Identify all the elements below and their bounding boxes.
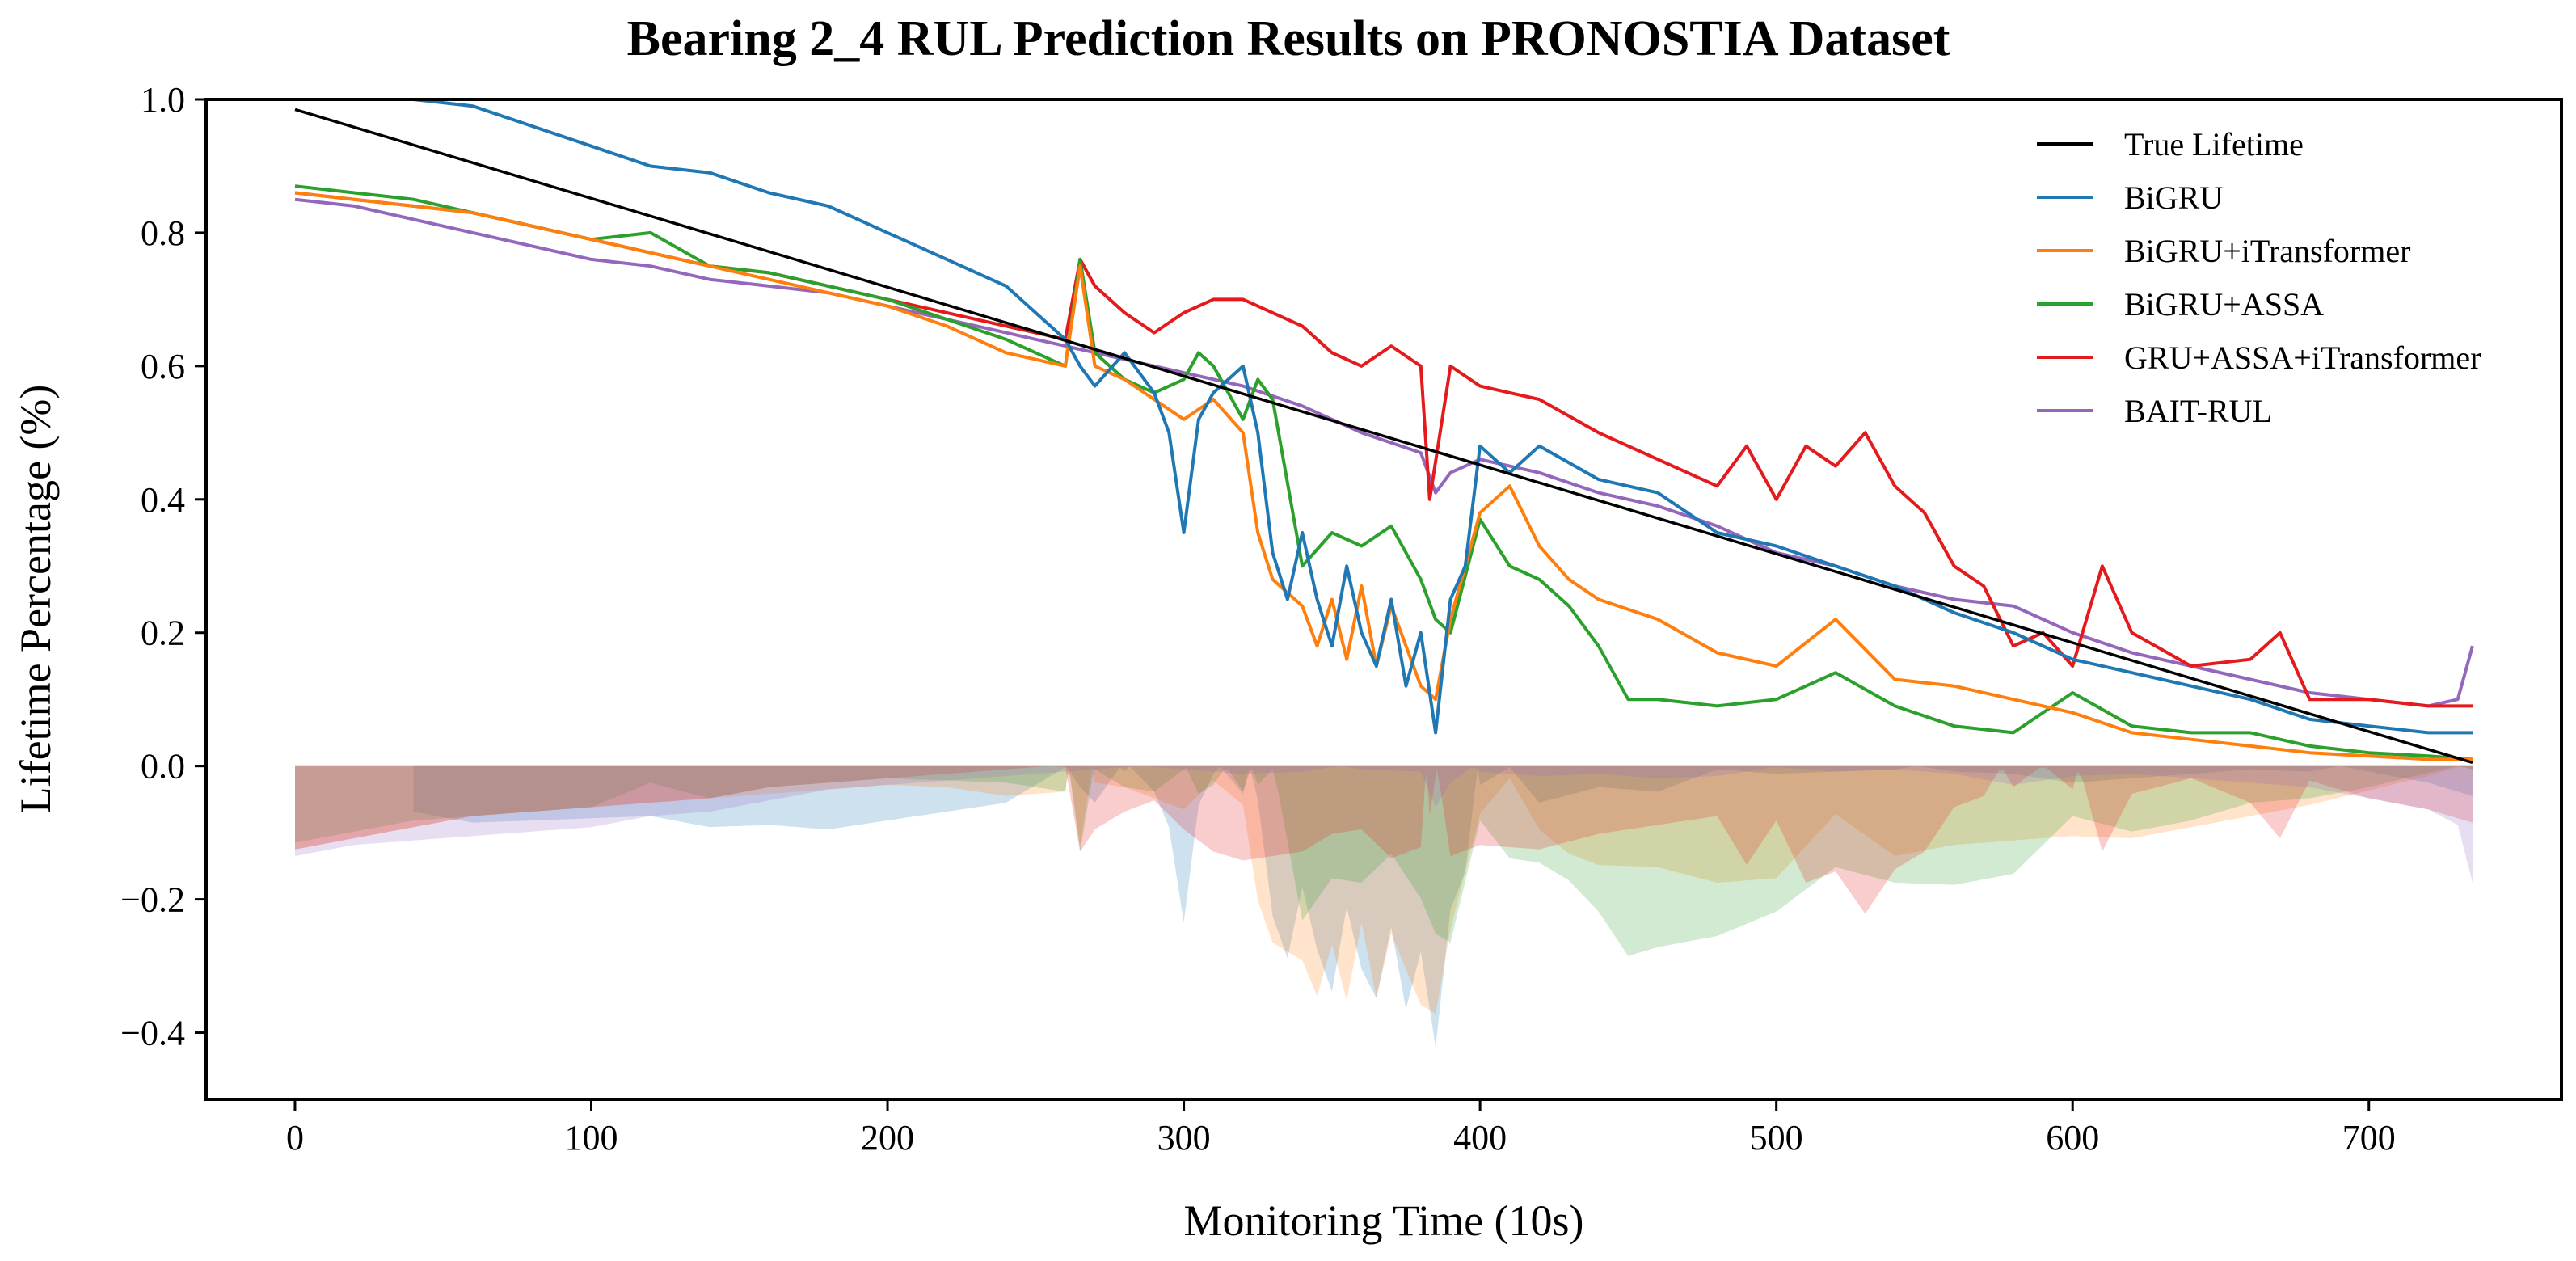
legend-label: True Lifetime xyxy=(2124,126,2304,162)
x-tick-label: 300 xyxy=(1157,1118,1211,1158)
x-tick-label: 600 xyxy=(2046,1118,2099,1158)
y-tick-label: 0.8 xyxy=(141,213,185,253)
y-axis-ticks: −0.4 −0.2 0.0 0.2 0.4 0.6 0.8 1.0 xyxy=(120,80,206,1053)
series-line-bigru-assa xyxy=(294,184,2473,761)
series-lines-layer xyxy=(294,98,2474,765)
error-fill-layer xyxy=(295,765,2473,1048)
error-fill-bigru-itransformer xyxy=(295,765,2473,1014)
error-fill-bigru-assa xyxy=(295,765,2473,956)
series-line-bigru xyxy=(413,98,2473,735)
y-tick-label: 0.4 xyxy=(141,480,185,520)
legend-label: GRU+ASSA+iTransformer xyxy=(2124,340,2481,376)
chart-title: Bearing 2_4 RUL Prediction Results on PR… xyxy=(627,11,1950,66)
legend-label: BiGRU+iTransformer xyxy=(2124,233,2410,269)
error-fill-bigru xyxy=(413,765,2473,1048)
x-axis-ticks: 0 100 200 300 400 500 600 700 xyxy=(286,1099,2396,1158)
y-tick-label: 1.0 xyxy=(141,80,185,120)
error-fill-gru-assa-itransformer xyxy=(295,765,2473,914)
series-line-bigru-itransformer xyxy=(294,191,2473,761)
x-tick-label: 200 xyxy=(861,1118,914,1158)
x-tick-label: 100 xyxy=(565,1118,618,1158)
y-axis-label: Lifetime Percentage (%) xyxy=(11,385,60,814)
y-tick-label: −0.4 xyxy=(120,1014,185,1053)
x-tick-label: 700 xyxy=(2342,1118,2396,1158)
y-tick-label: 0.0 xyxy=(141,747,185,787)
series-line-true-lifetime xyxy=(294,108,2473,765)
x-tick-label: 400 xyxy=(1453,1118,1507,1158)
legend-label: BiGRU xyxy=(2124,179,2223,216)
error-fill-bait-rul xyxy=(295,765,2473,883)
x-tick-label: 500 xyxy=(1750,1118,1803,1158)
x-tick-label: 0 xyxy=(286,1118,304,1158)
series-line-bait-rul xyxy=(294,197,2474,708)
x-axis-label: Monitoring Time (10s) xyxy=(1183,1196,1583,1245)
y-tick-label: −0.2 xyxy=(120,880,185,920)
legend-label: BAIT-RUL xyxy=(2124,393,2272,429)
legend-label: BiGRU+ASSA xyxy=(2124,286,2324,323)
y-tick-label: 0.2 xyxy=(141,614,185,653)
plot-frame xyxy=(204,98,2563,1101)
y-tick-label: 0.6 xyxy=(141,347,185,386)
legend: True Lifetime BiGRU BiGRU+iTransformer BiGR… xyxy=(2037,126,2481,429)
